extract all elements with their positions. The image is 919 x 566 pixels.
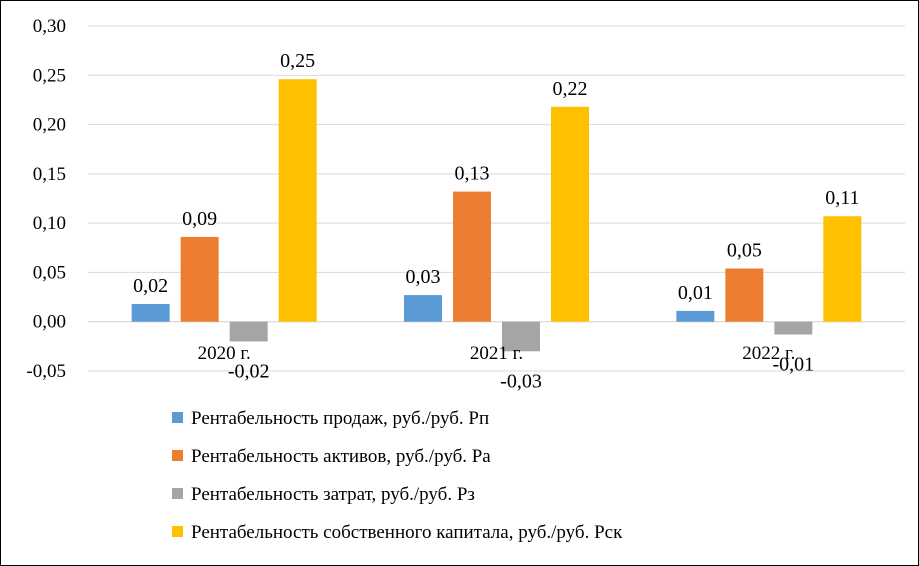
y-tick-label: 0,25 [33, 65, 66, 86]
bar [404, 295, 442, 322]
legend-swatch [172, 450, 183, 461]
bar [180, 236, 219, 322]
bar [823, 216, 862, 322]
data-labels: 0,02 0,09 -0,02 0,25 0,03 0,13 -0,03 0,22 0,01 0,… [133, 50, 859, 392]
bar [502, 321, 540, 352]
y-tick-label: 0,20 [33, 115, 66, 136]
x-axis: 2020 г. 2021 г. 2022 г. [198, 343, 796, 364]
bar [453, 191, 491, 322]
legend-item: Рентабельность продаж, руб./руб. Рп [172, 408, 489, 429]
legend-label: Рентабельность затрат, руб./руб. Рз [191, 484, 475, 505]
bar [725, 268, 764, 322]
legend-label: Рентабельность продаж, руб./руб. Рп [191, 408, 489, 429]
y-tick-label: 0,30 [33, 16, 66, 37]
data-label: 0,11 [825, 187, 859, 209]
data-label: 0,03 [406, 266, 441, 288]
data-label: -0,01 [772, 354, 814, 376]
legend-label: Рентабельность активов, руб./руб. Ра [191, 446, 491, 467]
legend-item: Рентабельность затрат, руб./руб. Рз [172, 484, 475, 505]
legend-item: Рентабельность активов, руб./руб. Ра [172, 446, 491, 467]
x-category-label: 2021 г. [470, 343, 523, 364]
y-axis: 0,30 0,25 0,20 0,15 0,10 0,05 0,00 -0,05 [26, 16, 66, 382]
data-label: 0,13 [455, 163, 490, 185]
data-label: 0,22 [553, 78, 588, 100]
data-label: 0,09 [182, 208, 217, 230]
data-label: 0,02 [133, 275, 168, 297]
bar [551, 106, 589, 322]
x-category-label: 2020 г. [198, 343, 251, 364]
data-label: 0,05 [727, 239, 762, 261]
legend-label: Рентабельность собственного капитала, ру… [191, 522, 623, 543]
bar [229, 321, 268, 342]
y-tick-label: 0,00 [33, 312, 66, 333]
legend: Рентабельность продаж, руб./руб. Рп Рента… [172, 408, 623, 543]
bar [774, 321, 813, 335]
y-tick-label: 0,10 [33, 213, 66, 234]
y-tick-label: 0,15 [33, 164, 66, 185]
bar [676, 310, 715, 322]
bar [278, 79, 317, 322]
bars [131, 79, 862, 352]
legend-item: Рентабельность собственного капитала, ру… [172, 522, 623, 543]
legend-swatch [172, 412, 183, 423]
legend-swatch [172, 488, 183, 499]
data-label: -0,02 [228, 360, 270, 382]
bar [131, 303, 170, 322]
data-label: 0,25 [280, 50, 315, 72]
gridlines [88, 25, 905, 372]
y-tick-label: 0,05 [33, 262, 66, 283]
data-label: 0,01 [678, 282, 713, 304]
y-tick-label: -0,05 [26, 361, 66, 382]
data-label: -0,03 [500, 370, 542, 392]
x-category-label: 2022 г. [742, 343, 795, 364]
legend-swatch [172, 526, 183, 537]
